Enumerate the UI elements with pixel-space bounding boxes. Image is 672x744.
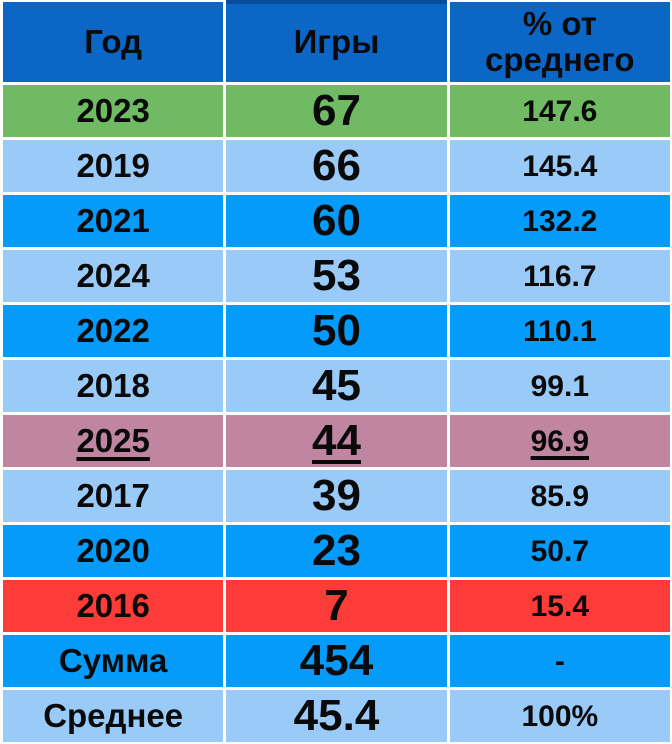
pct-cell: 147.6 — [449, 85, 670, 137]
year-cell: 2018 — [3, 360, 224, 412]
header-games: Игры — [226, 2, 447, 82]
games-cell: 44 — [226, 415, 447, 467]
pct-cell: 96.9 — [449, 415, 670, 467]
pct-cell: - — [449, 635, 670, 687]
games-cell: 60 — [226, 195, 447, 247]
games-cell: 39 — [226, 470, 447, 522]
year-cell: 2025 — [3, 415, 224, 467]
pct-cell: 110.1 — [449, 305, 670, 357]
games-cell: 7 — [226, 580, 447, 632]
year-cell: 2020 — [3, 525, 224, 577]
year-cell: Среднее — [3, 690, 224, 742]
header-pct-of-average: % от среднего — [449, 2, 670, 82]
pct-cell: 50.7 — [449, 525, 670, 577]
pct-cell: 15.4 — [449, 580, 670, 632]
year-cell: 2016 — [3, 580, 224, 632]
games-cell: 67 — [226, 85, 447, 137]
year-cell: 2019 — [3, 140, 224, 192]
header-year: Год — [3, 2, 224, 82]
games-cell: 53 — [226, 250, 447, 302]
year-cell: 2024 — [3, 250, 224, 302]
games-cell: 66 — [226, 140, 447, 192]
games-cell: 45 — [226, 360, 447, 412]
pct-cell: 99.1 — [449, 360, 670, 412]
year-cell: 2021 — [3, 195, 224, 247]
cropped-element-fragment — [226, 0, 447, 4]
year-cell: 2023 — [3, 85, 224, 137]
games-cell: 454 — [226, 635, 447, 687]
games-cell: 45.4 — [226, 690, 447, 742]
games-cell: 23 — [226, 525, 447, 577]
pct-cell: 100% — [449, 690, 670, 742]
pct-cell: 116.7 — [449, 250, 670, 302]
pct-cell: 145.4 — [449, 140, 670, 192]
year-cell: 2022 — [3, 305, 224, 357]
games-cell: 50 — [226, 305, 447, 357]
pct-cell: 132.2 — [449, 195, 670, 247]
year-cell: Сумма — [3, 635, 224, 687]
pct-cell: 85.9 — [449, 470, 670, 522]
year-cell: 2017 — [3, 470, 224, 522]
